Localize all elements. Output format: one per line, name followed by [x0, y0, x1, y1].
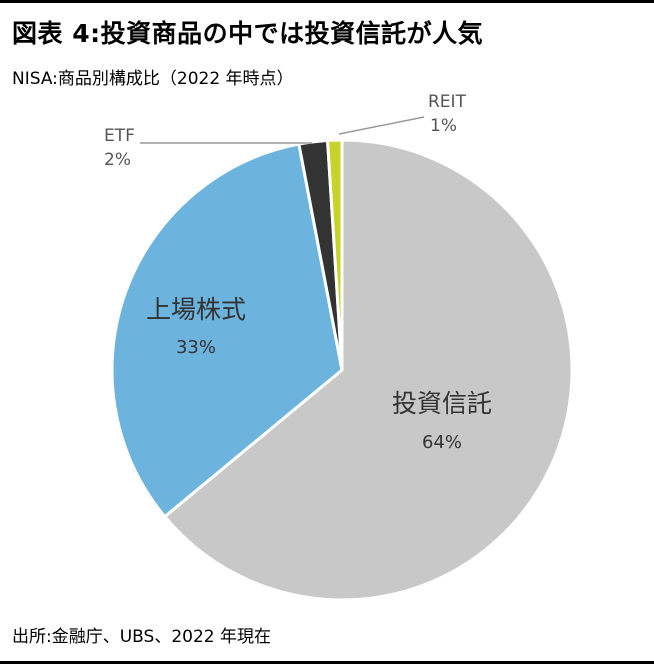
slice-label-2: 上場株式	[146, 295, 246, 324]
pie-slice-1	[163, 138, 574, 602]
slice-label-1: 投資信託	[392, 389, 492, 418]
slice-label-3: ETF	[104, 126, 135, 146]
slice-value-2: 33%	[176, 337, 216, 358]
slice-value-3: 2%	[104, 150, 131, 170]
figure-title: 図表 4:投資商品の中では投資信託が人気	[12, 19, 484, 48]
slice-value-1: 64%	[422, 432, 462, 453]
slice-value-4: 1%	[430, 116, 457, 136]
source-note: 出所:金融庁、UBS、2022 年現在	[12, 627, 271, 647]
pie-slice-2	[110, 142, 344, 519]
figure-subtitle: NISA:商品別構成比（2022 年時点）	[12, 69, 294, 89]
slice-label-4: REIT	[428, 92, 467, 112]
leader-line-4	[338, 116, 425, 135]
pie-slice-4	[326, 138, 344, 372]
